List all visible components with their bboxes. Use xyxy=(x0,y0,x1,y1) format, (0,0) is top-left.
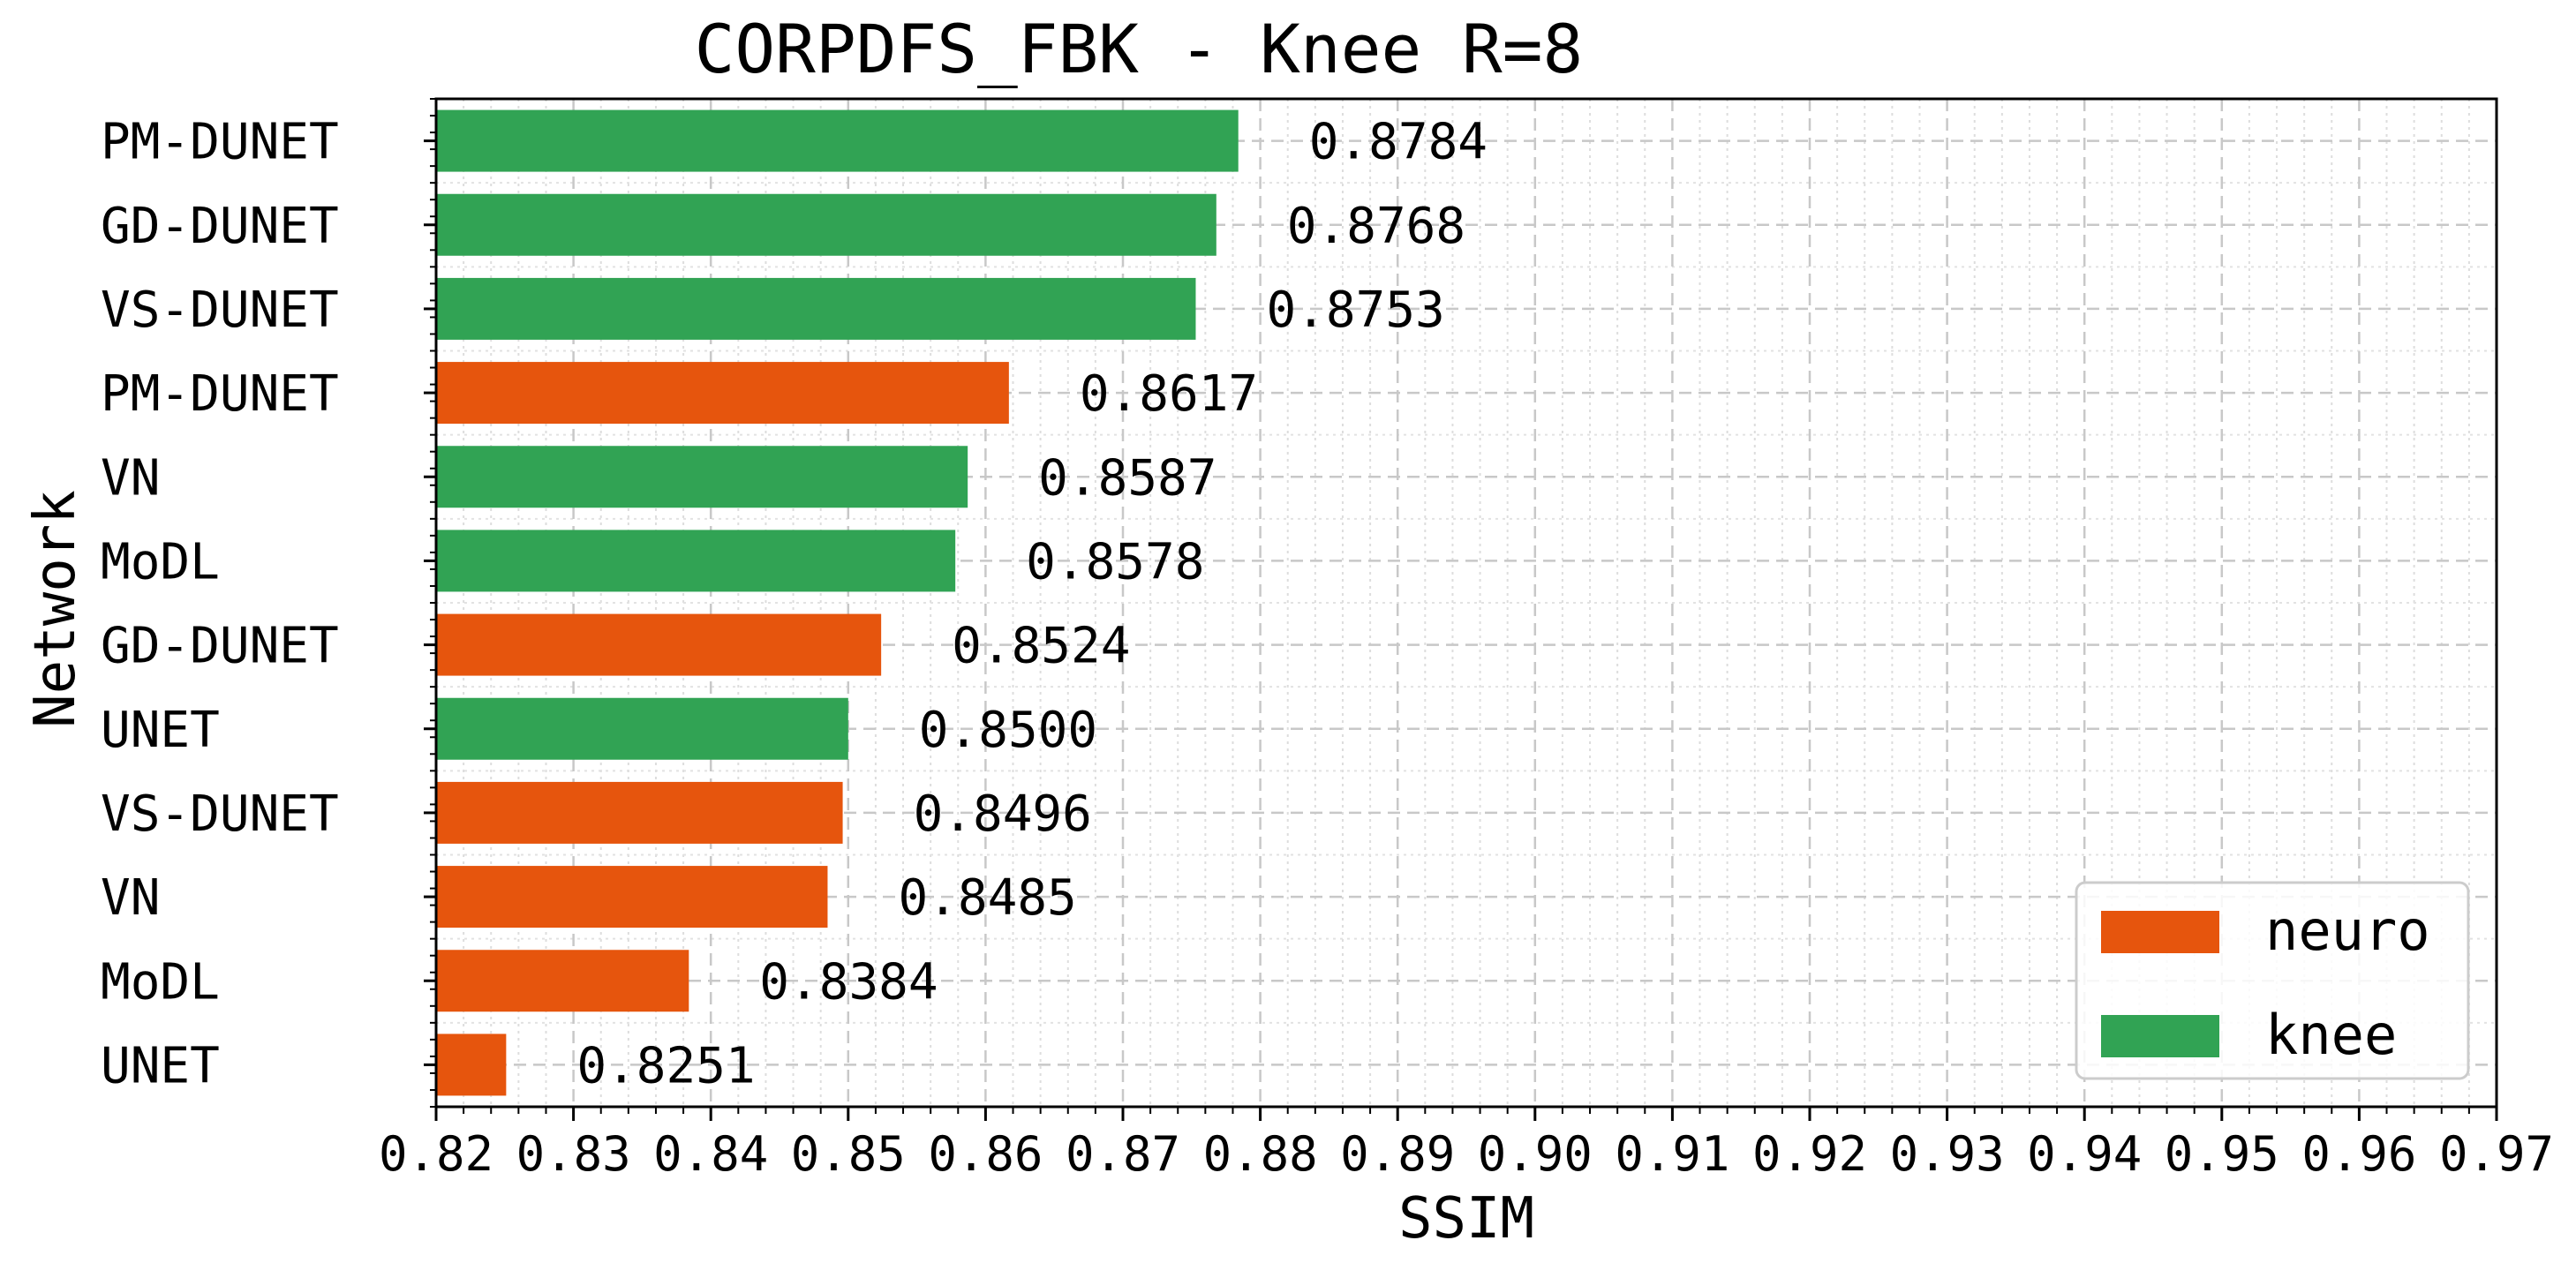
x-tick-label: 0.94 xyxy=(2027,1126,2142,1182)
bar xyxy=(436,277,1196,340)
category-label: PM-DUNET xyxy=(101,365,339,423)
x-tick-label: 0.92 xyxy=(1752,1126,1867,1182)
x-tick-label: 0.84 xyxy=(653,1126,768,1182)
value-label: 0.8784 xyxy=(1309,114,1488,171)
x-tick-label: 0.89 xyxy=(1340,1126,1455,1182)
legend-label: neuro xyxy=(2265,898,2430,963)
bars: PM-DUNET 0.8784 GD-DUNET 0.8768 VS-DUNET 0.87… xyxy=(101,109,1488,1096)
value-label: 0.8578 xyxy=(1026,533,1204,590)
x-tick-label: 0.83 xyxy=(516,1126,631,1182)
category-label: VN xyxy=(101,869,160,927)
x-tick-label: 0.97 xyxy=(2439,1126,2554,1182)
value-label: 0.8496 xyxy=(914,786,1092,843)
category-label: GD-DUNET xyxy=(101,198,339,255)
x-axis-label: SSIM xyxy=(1398,1186,1534,1252)
category-label: GD-DUNET xyxy=(101,618,339,675)
x-tick-label: 0.87 xyxy=(1066,1126,1180,1182)
legend-label: knee xyxy=(2265,1003,2397,1067)
value-label: 0.8524 xyxy=(952,618,1130,675)
value-label: 0.8485 xyxy=(898,869,1076,927)
x-tick-label: 0.95 xyxy=(2165,1126,2279,1182)
value-label: 0.8384 xyxy=(759,953,938,1011)
axes: 0.82 0.83 0.84 0.85 0.86 0.87 0.88 0.89 0.90 0.91… xyxy=(379,97,2554,1182)
value-label: 0.8617 xyxy=(1080,365,1258,423)
bar xyxy=(436,446,968,508)
bar xyxy=(436,613,882,676)
x-tick-label: 0.91 xyxy=(1615,1126,1729,1182)
bar xyxy=(436,362,1009,425)
value-label: 0.8500 xyxy=(919,702,1097,759)
category-label: VS-DUNET xyxy=(101,786,339,843)
legend: neuro knee xyxy=(2075,881,2470,1080)
bar xyxy=(436,866,828,928)
legend-swatch xyxy=(2101,911,2219,953)
x-tick-label: 0.88 xyxy=(1203,1126,1318,1182)
bar xyxy=(436,530,956,592)
bar xyxy=(436,109,1239,172)
bar xyxy=(436,950,689,1012)
category-label: VN xyxy=(101,449,160,507)
x-tick-label: 0.96 xyxy=(2301,1126,2416,1182)
bar xyxy=(436,193,1216,256)
x-tick-label: 0.86 xyxy=(928,1126,1043,1182)
x-tick-label: 0.82 xyxy=(379,1126,493,1182)
bar xyxy=(436,1034,507,1096)
x-tick-label: 0.90 xyxy=(1478,1126,1593,1182)
y-axis-label: Network xyxy=(23,490,88,728)
legend-swatch xyxy=(2101,1015,2219,1057)
value-label: 0.8753 xyxy=(1266,282,1444,339)
value-label: 0.8587 xyxy=(1038,449,1216,507)
x-tick-label: 0.93 xyxy=(1890,1126,2005,1182)
value-label: 0.8768 xyxy=(1287,198,1465,255)
bar xyxy=(436,781,843,844)
category-label: MoDL xyxy=(101,533,220,590)
category-label: UNET xyxy=(101,702,220,759)
category-label: MoDL xyxy=(101,953,220,1011)
bar xyxy=(436,697,848,760)
category-label: UNET xyxy=(101,1037,220,1094)
category-label: PM-DUNET xyxy=(101,114,339,171)
category-label: VS-DUNET xyxy=(101,282,339,339)
chart-title: CORPDFS_FBK - Knee R=8 xyxy=(695,10,1584,88)
value-label: 0.8251 xyxy=(576,1037,755,1094)
x-tick-label: 0.85 xyxy=(791,1126,906,1182)
